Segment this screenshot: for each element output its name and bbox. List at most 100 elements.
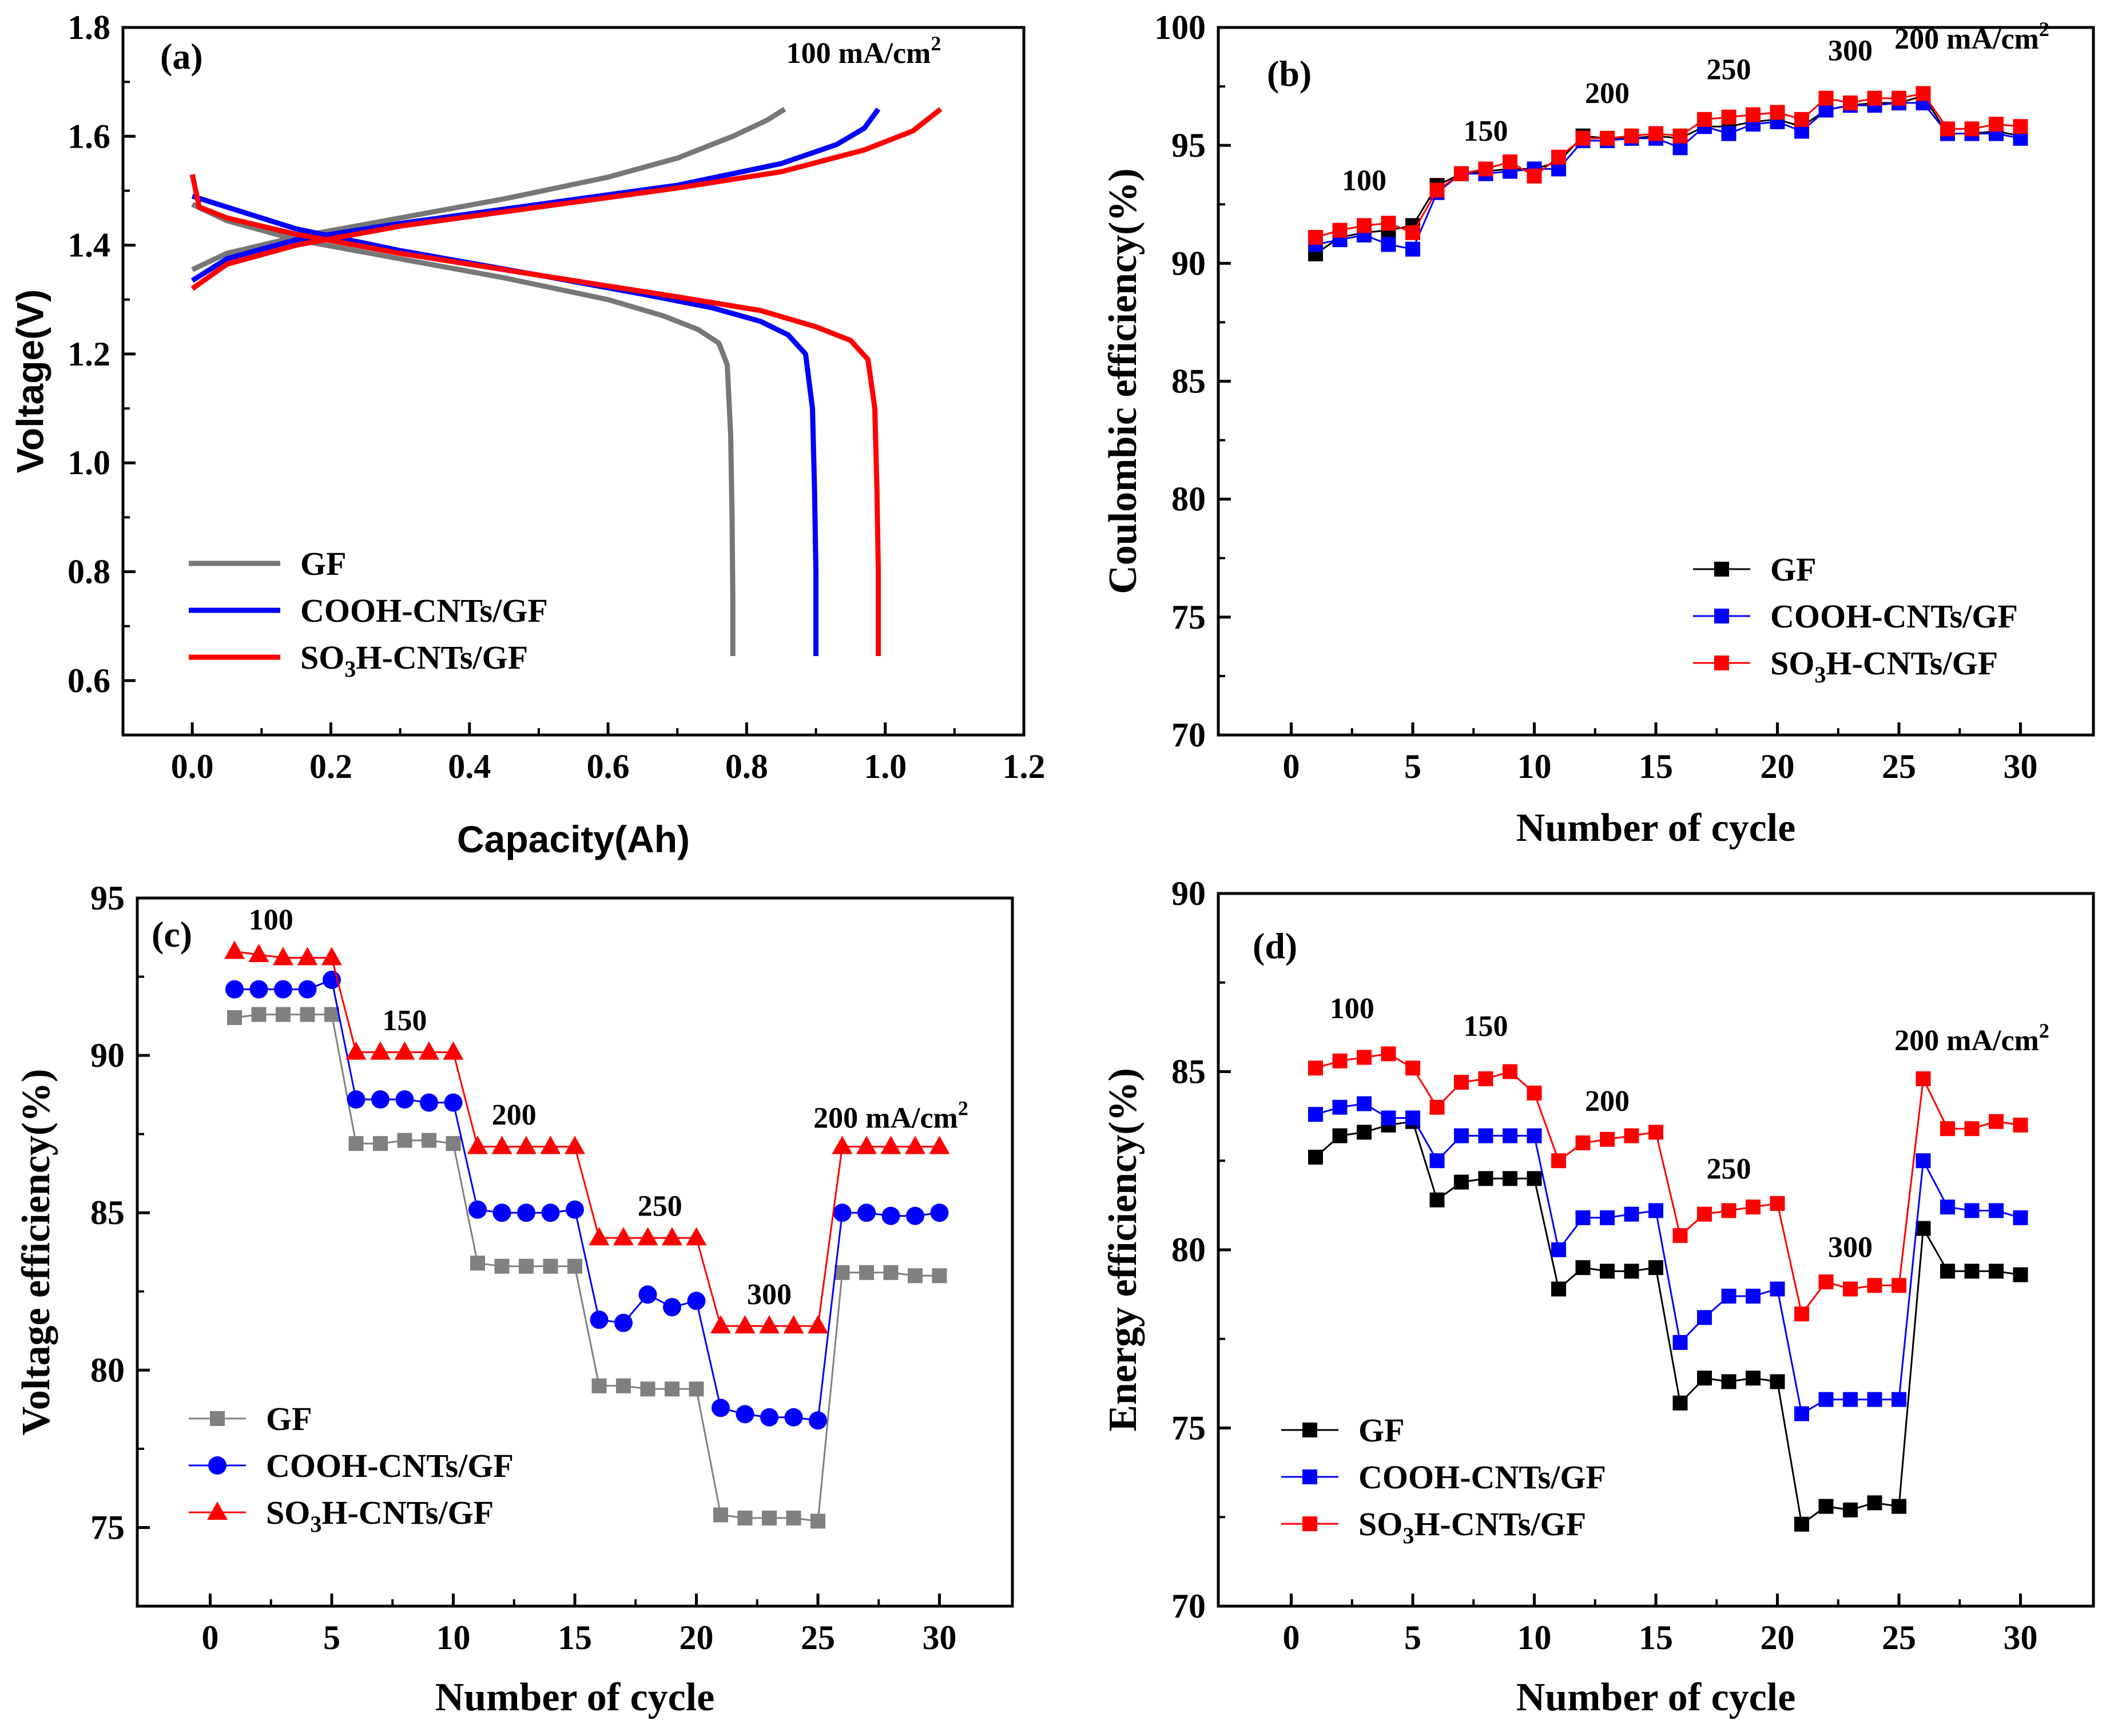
data-point [1648,1260,1663,1276]
data-point [1503,1171,1517,1186]
y-axis-label: Voltage(V) [9,289,51,473]
data-point [759,1315,780,1334]
legend-label: GF [300,545,347,582]
series-line [191,193,818,656]
data-point [1721,1374,1737,1389]
data-point [1405,225,1420,240]
data-point [1770,1196,1785,1211]
y-tick-label: 0.6 [67,662,110,700]
data-point [2013,119,2028,134]
annotation: 200 mA/cm2 [813,1097,968,1135]
y-tick-label: 85 [90,1194,125,1232]
data-point [713,1507,728,1523]
x-axis-label: Capacity(Ah) [457,818,690,860]
y-tick-label: 70 [1171,716,1206,754]
data-point [397,1133,412,1148]
data-point [565,1135,585,1154]
data-point [516,1135,537,1154]
series-line [190,107,943,291]
annotation: 300 [1828,35,1873,67]
data-point [710,1315,731,1334]
annotation-text: 250 [1707,1153,1751,1185]
chart-panel-c: 0 5 10 15 20 25 30 75 80 85 90 95 Number of cycle Vol… [14,879,1014,1719]
y-tick-label: 90 [1171,875,1206,912]
data-point [784,1408,803,1427]
annotation: 150 [383,1004,427,1037]
data-point [663,1298,681,1317]
data-point [1308,1150,1323,1165]
data-point [371,1090,390,1109]
data-point [1940,1264,1955,1279]
x-axis-label: Number of cycle [435,1675,715,1719]
data-point [494,1258,510,1274]
data-point [1818,1499,1834,1514]
data-point [1332,1053,1348,1068]
annotation: 150 [1464,1010,1508,1043]
legend-label-part: SO [1770,645,1814,682]
data-point [1697,112,1712,127]
x-tick-label: 10 [436,1619,471,1656]
data-point [1672,1334,1688,1350]
series-line [1315,92,2021,239]
annotation-text: 100 [1342,165,1386,197]
x-tick-label: 30 [2004,748,2038,785]
legend-label-subscript: 3 [310,1511,321,1537]
y-tick-label: 75 [1171,1409,1206,1447]
series-line [1315,1121,2021,1526]
data-point [1503,154,1517,170]
series-cooh-cnts-gf [225,971,949,1430]
data-point [1746,1288,1761,1304]
annotation-text: 250 [638,1190,682,1223]
data-point [1892,1278,1906,1293]
data-point [443,1041,464,1060]
data-point [929,1135,950,1154]
data-point [1503,1064,1517,1079]
x-tick-label: 25 [1882,1619,1916,1656]
x-axis-label: Number of cycle [1516,806,1796,850]
data-point [640,1381,655,1397]
data-point [1600,1131,1615,1147]
data-point [2013,1117,2028,1133]
data-point [276,1007,291,1022]
annotation-superscript: 2 [2039,18,2049,41]
data-point [1940,1121,1955,1137]
x-tick-label: 15 [1639,748,1673,785]
data-point [273,947,293,966]
y-tick-label: 80 [1171,1231,1206,1269]
data-point [1916,1221,1931,1236]
annotation: 200 mA/cm2 [1894,18,2049,55]
data-point [783,1315,804,1334]
annotation: 250 [638,1190,682,1223]
data-point [1721,1288,1737,1304]
data-point [1405,1110,1420,1126]
legend-label: SO3H-CNTs/GF [1358,1505,1586,1548]
series-so3h-cnts-gf [1308,1046,2028,1322]
annotation-text: 300 [1828,35,1873,67]
data-point [686,1227,707,1246]
y-axis-label: Coulombic efficiency(%) [1101,168,1145,594]
data-point [1648,1125,1663,1140]
x-tick-label: 30 [923,1619,957,1656]
data-point [616,1378,631,1393]
series-so3h-cnts-gf [1308,86,2028,245]
annotation: 150 [1464,115,1508,148]
data-point [1964,121,1980,137]
legend-label: SO3H-CNTs/GF [266,1494,494,1537]
data-point [1697,1370,1712,1386]
data-point [300,1007,315,1022]
annotation: 100 [1342,165,1386,197]
x-tick-label: 5 [323,1619,340,1656]
data-point [589,1227,610,1246]
data-point [614,1313,633,1332]
data-point [1770,105,1785,120]
data-point [1721,1203,1737,1218]
legend-label-subscript: 3 [1402,1523,1414,1548]
y-axis-label: Voltage efficiency(%) [14,1069,58,1436]
data-point [1989,117,2004,132]
x-tick-label: 0.4 [448,748,491,785]
data-point [1892,1392,1906,1407]
y-tick-label: 95 [1171,126,1206,164]
legend-label-part: SO [1358,1505,1402,1543]
data-point [808,1315,828,1334]
